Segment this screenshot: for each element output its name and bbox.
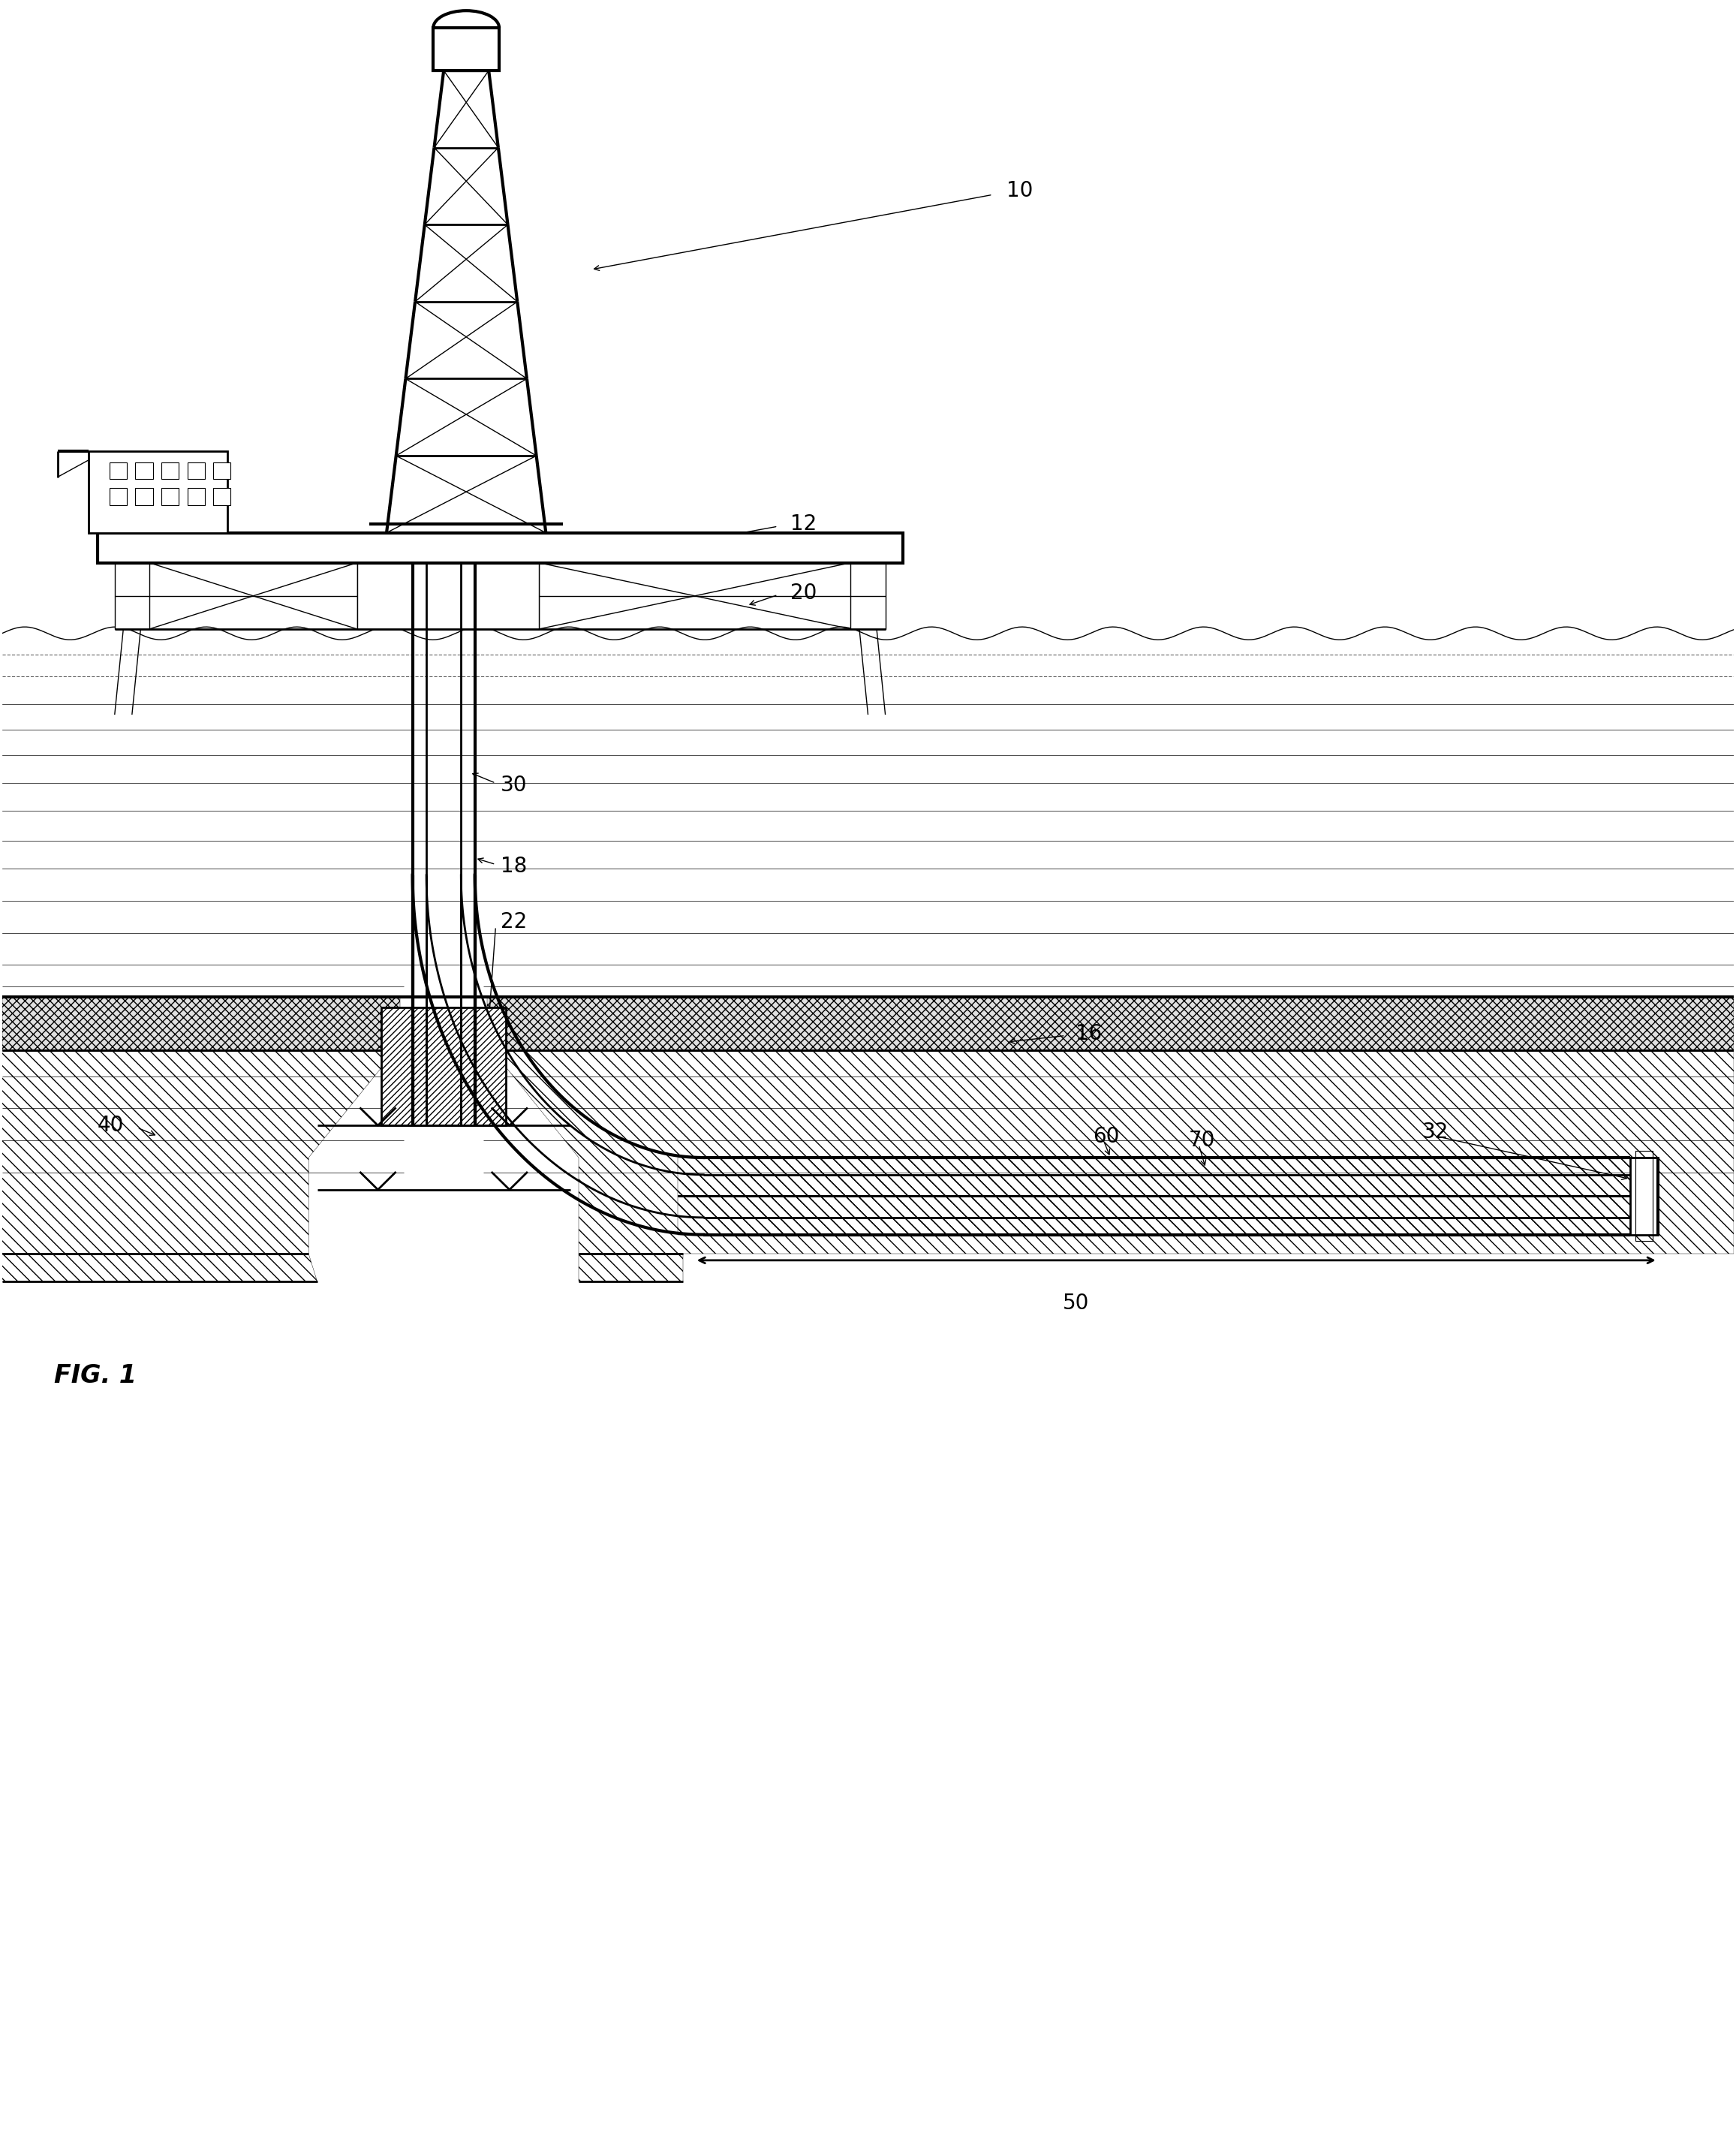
Text: 12: 12 [790, 515, 816, 534]
Text: 16: 16 [1076, 1023, 1102, 1044]
Bar [677, 1158, 1658, 1196]
Bar [488, 997, 1734, 1051]
Bar [89, 452, 227, 532]
Bar [214, 463, 231, 480]
Bar [1635, 1151, 1653, 1241]
Text: 40: 40 [97, 1115, 123, 1136]
Text: 70: 70 [1189, 1130, 1215, 1151]
Text: 50: 50 [1062, 1293, 1088, 1314]
Bar [109, 489, 127, 506]
Bar [115, 562, 149, 628]
Text: 32: 32 [1422, 1121, 1450, 1143]
Bar [187, 489, 205, 506]
Text: 60: 60 [1094, 1126, 1120, 1147]
Bar [1630, 1158, 1658, 1235]
Text: 20: 20 [790, 583, 816, 602]
Bar [135, 489, 153, 506]
Bar [161, 489, 179, 506]
Bar [135, 463, 153, 480]
Bar [382, 1008, 507, 1126]
Bar [214, 489, 231, 506]
Text: 10: 10 [1007, 180, 1033, 202]
Bar [2, 997, 401, 1051]
Bar [434, 28, 500, 71]
Bar [358, 562, 538, 628]
Bar [358, 562, 538, 628]
Bar [161, 463, 179, 480]
Bar [851, 562, 885, 628]
Bar [187, 463, 205, 480]
Text: 18: 18 [502, 855, 528, 877]
Text: FIG. 1: FIG. 1 [54, 1364, 137, 1389]
Bar [109, 463, 127, 480]
Text: 22: 22 [502, 911, 528, 933]
Bar [97, 532, 903, 562]
Bar [677, 1196, 1658, 1235]
Text: 30: 30 [502, 774, 528, 795]
